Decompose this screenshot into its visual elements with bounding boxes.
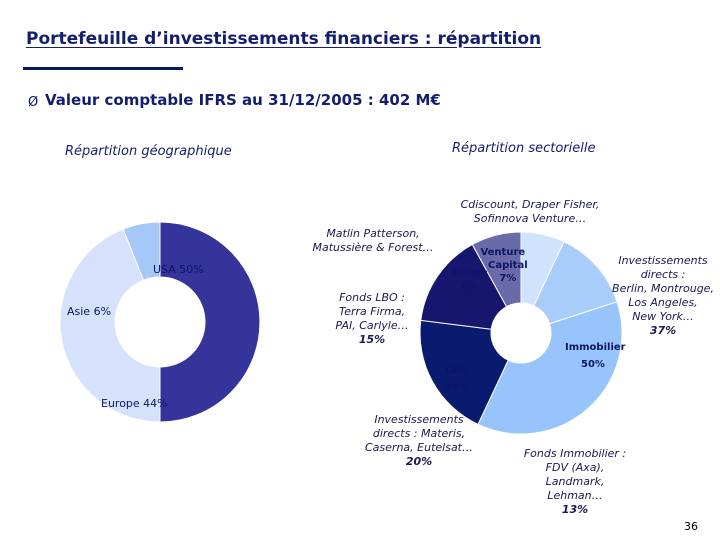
sector-slice-5 — [471, 231, 522, 308]
sector-label-venture: Venture Capital 7% — [480, 247, 528, 284]
callout-cdiscount: Cdiscount, Draper Fisher, Sofinnova Vent… — [460, 198, 600, 225]
sector-section-title: Répartition sectorielle — [452, 141, 596, 156]
sector-label-divers: Divers 8% — [452, 268, 488, 292]
title-underline-rule — [23, 67, 183, 70]
callout-investissements-directs-lbo: Investissements directs : Materis, Caser… — [365, 413, 473, 468]
callout-fonds-immobilier: Fonds Immobilier : FDV (Axa), Landmark, … — [523, 447, 627, 516]
geo-slice-0 — [159, 221, 261, 423]
sector-label-immobilier: Immobilier 50% — [565, 342, 626, 370]
geo-label-usa: USA 50% — [153, 263, 204, 276]
page-title: Portefeuille d’investissements financier… — [26, 29, 542, 49]
callout-investissements-directs-immo: Investissements directs : Berlin, Montro… — [612, 254, 714, 337]
bullet-text: Valeur comptable IFRS au 31/12/2005 : 40… — [45, 91, 441, 109]
page-number: 36 — [684, 520, 698, 533]
geo-slice-1 — [59, 228, 161, 423]
geo-slice-2 — [122, 221, 161, 281]
geo-section-title: Répartition géographique — [65, 144, 232, 159]
sector-slice-2 — [477, 301, 623, 435]
geo-label-europe: Europe 44% — [101, 397, 168, 410]
callout-matlin: Matlin Patterson, Matussière & Forest… — [312, 227, 434, 254]
bullet-arrow-icon: Ø — [28, 95, 39, 110]
sector-label-lbo: LBO 35% — [445, 365, 469, 393]
sector-slice-4 — [420, 243, 508, 330]
sector-slice-3 — [419, 319, 509, 426]
callout-fonds-lbo: Fonds LBO : Terra Firma, PAI, Carlyle… 1… — [335, 291, 409, 346]
geo-label-asie: Asie 6% — [67, 305, 112, 318]
